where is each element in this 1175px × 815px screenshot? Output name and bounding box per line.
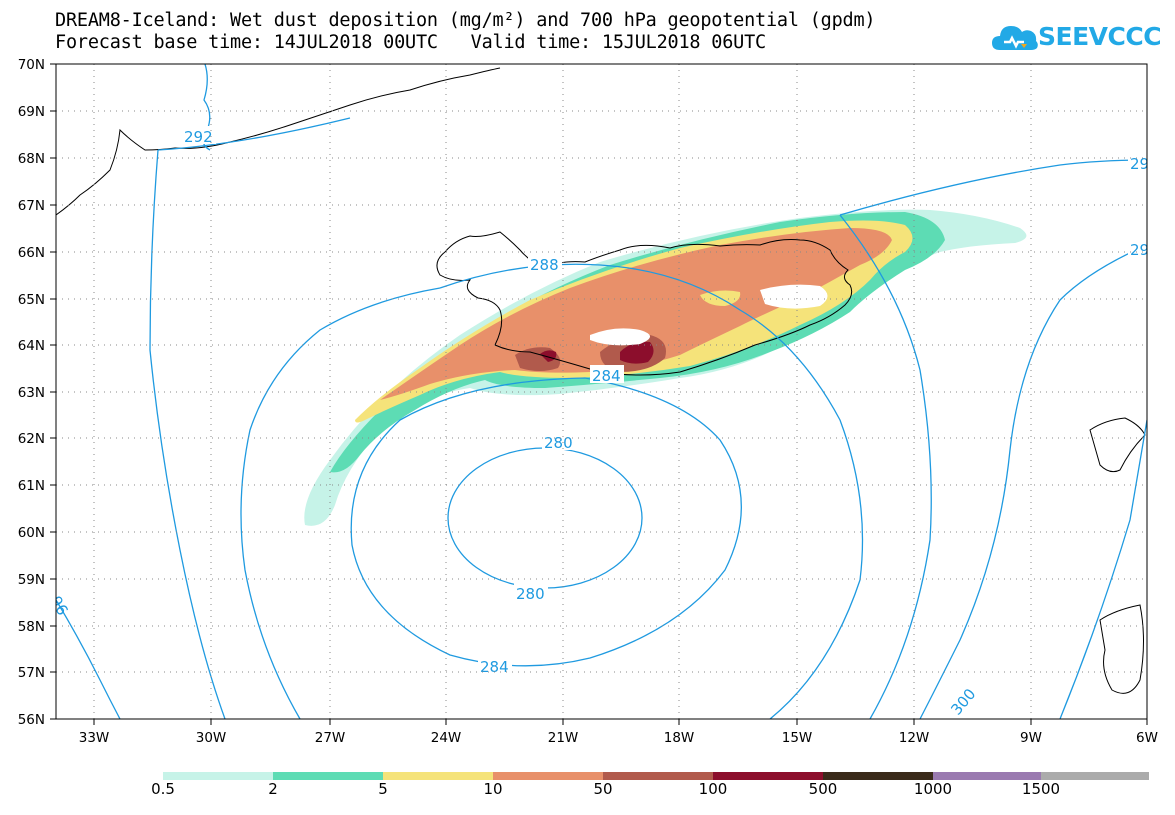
legend-swatch (163, 772, 273, 780)
lat-label: 66N (18, 245, 45, 261)
longitude-labels: 33W 30W 27W 24W 21W 18W 15W 12W 9W 6W (79, 730, 1158, 746)
contour-label: 29 (1130, 155, 1149, 173)
valid-time: Valid time: 15JUL2018 06UTC (470, 32, 767, 53)
legend-label: 500 (808, 780, 838, 798)
lat-label: 58N (18, 619, 45, 635)
legend-swatch (273, 772, 383, 780)
cloud-icon (992, 26, 1038, 50)
legend-label: 2 (268, 780, 278, 798)
lat-label: 70N (18, 57, 45, 73)
lat-label: 65N (18, 292, 45, 308)
lat-label: 69N (18, 104, 45, 120)
lon-label: 33W (79, 730, 110, 746)
forecast-base-time: Forecast base time: 14JUL2018 00UTC (55, 32, 438, 53)
legend-colorbar (163, 772, 1149, 780)
legend-swatch (1041, 772, 1149, 780)
lat-label: 61N (18, 478, 45, 494)
chart-title-line2: Forecast base time: 14JUL2018 00UTC Vali… (55, 33, 766, 53)
lat-label: 57N (18, 665, 45, 681)
seevccc-logo: SEEVCCC (990, 18, 1162, 58)
lat-label: 67N (18, 198, 45, 214)
lon-label: 21W (548, 730, 579, 746)
legend-label: 1500 (1021, 780, 1061, 798)
legend-label: 50 (593, 780, 613, 798)
legend-label: 1000 (913, 780, 953, 798)
lat-label: 60N (18, 525, 45, 541)
legend-swatch (933, 772, 1041, 780)
graticule (56, 64, 1147, 719)
axis-ticks (50, 63, 1148, 725)
latitude-labels: 70N 69N 68N 67N 66N 65N 64N 63N 62N 61N … (18, 57, 45, 728)
legend-swatch (713, 772, 823, 780)
lat-label: 68N (18, 151, 45, 167)
map-frame (55, 63, 1148, 720)
dust-deposition-field (304, 209, 1027, 526)
contour-label: 284 (480, 658, 509, 676)
contour-label: 284 (592, 367, 621, 385)
lon-label: 6W (1136, 730, 1158, 746)
lat-label: 59N (18, 572, 45, 588)
legend-label: 5 (378, 780, 388, 798)
lon-label: 15W (782, 730, 813, 746)
contour-label: 292 (184, 128, 213, 146)
legend-swatch (603, 772, 713, 780)
legend-swatch (493, 772, 603, 780)
chart-title-line1: DREAM8-Iceland: Wet dust deposition (mg/… (55, 10, 876, 31)
contour-label: 96 (47, 593, 72, 619)
contour-label: 280 (544, 434, 573, 452)
contour-label: 29 (1130, 241, 1149, 259)
lat-label: 62N (18, 431, 45, 447)
lon-label: 24W (431, 730, 462, 746)
contour-label: 280 (516, 585, 545, 603)
lon-label: 27W (315, 730, 346, 746)
legend-label: 10 (483, 780, 503, 798)
lon-label: 9W (1020, 730, 1042, 746)
lon-label: 18W (664, 730, 695, 746)
legend-label: 100 (698, 780, 728, 798)
contour-label: 300 (947, 685, 979, 719)
legend-label: 0.5 (151, 780, 175, 798)
lon-label: 30W (196, 730, 227, 746)
geopotential-contours (56, 64, 1147, 719)
legend-swatch (383, 772, 493, 780)
contour-label: 288 (530, 256, 559, 274)
contour-labels: 292 288 284 280 280 284 300 29 29 96 (47, 126, 1149, 719)
legend-swatch (823, 772, 933, 780)
lat-label: 63N (18, 385, 45, 401)
logo-text: SEEVCCC (1038, 22, 1162, 51)
lat-label: 64N (18, 338, 45, 354)
lat-label: 56N (18, 712, 45, 728)
lon-label: 12W (899, 730, 930, 746)
